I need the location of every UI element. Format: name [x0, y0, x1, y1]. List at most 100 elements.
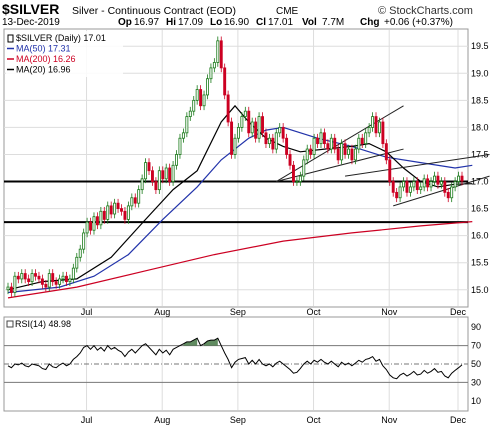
candle-up — [408, 186, 412, 193]
candle-up — [99, 210, 103, 226]
moving-averages — [7, 104, 473, 299]
candle-down — [161, 170, 165, 180]
legend-swatch-price — [7, 34, 14, 43]
price-axis-tick-label: 15.0 — [471, 285, 489, 295]
rsi-axis-tick-label: 50 — [471, 359, 481, 369]
candle-down — [285, 137, 289, 155]
rsi-label-bg — [6, 318, 76, 329]
stockcharts-logo: © StockCharts.com — [378, 5, 473, 17]
candle-up — [250, 121, 254, 134]
candle-down — [120, 208, 123, 212]
candle-down — [388, 159, 392, 182]
candle-down — [54, 281, 58, 285]
instrument-name: Silver - Continuous Contract (EOD) — [72, 5, 236, 17]
candle-down — [40, 278, 44, 285]
legend-entry: MA(50) 17.31 — [16, 44, 71, 54]
rsi-axis-tick-label: 30 — [471, 377, 481, 387]
candle-down — [391, 181, 395, 193]
candle-down — [168, 167, 172, 182]
candle-up — [319, 132, 323, 145]
candle-up — [164, 167, 168, 180]
rsi-label: RSI(14) 48.98 — [15, 319, 71, 329]
candle-down — [254, 121, 258, 139]
ma200-line — [7, 221, 473, 299]
candle-down — [89, 221, 93, 231]
candle-up — [367, 127, 371, 134]
candle-up — [429, 181, 433, 188]
candle-up — [144, 162, 148, 180]
candle-up — [243, 110, 247, 117]
candle-down — [374, 116, 378, 134]
candle-down — [51, 273, 55, 283]
rsi-x-tick-label: Oct — [307, 415, 322, 425]
ma50-line — [7, 126, 473, 294]
candle-down — [309, 148, 313, 155]
legend-entry: MA(200) 16.26 — [16, 54, 76, 64]
legend-entry: $SILVER (Daily) 17.01 — [16, 33, 106, 43]
candle-up — [274, 132, 278, 150]
candle-down — [34, 273, 37, 277]
candle-up — [267, 137, 271, 145]
trend-channel-line — [276, 105, 404, 182]
candle-down — [360, 137, 364, 145]
candle-up — [377, 121, 381, 134]
low-value: 16.90 — [224, 17, 249, 28]
candle-down — [247, 110, 251, 134]
candle-up — [157, 170, 161, 191]
candle-up — [371, 116, 375, 128]
candle-up — [185, 116, 189, 134]
rsi-x-tick-label: Aug — [154, 415, 170, 425]
candle-up — [347, 148, 350, 155]
rsi-axis-tick-label: 10 — [471, 396, 481, 406]
candle-up — [188, 110, 192, 117]
candle-up — [20, 273, 24, 280]
candle-up — [130, 197, 134, 207]
open-label: Op — [118, 17, 132, 28]
candle-down — [223, 67, 227, 96]
candle-up — [240, 116, 244, 128]
candle-up — [75, 256, 79, 269]
candle-down — [65, 275, 68, 283]
candle-down — [415, 181, 419, 191]
rsi-x-tick-label: Jul — [81, 415, 93, 425]
candle-up — [298, 175, 302, 182]
candle-up — [175, 154, 178, 166]
close-value: 17.01 — [268, 17, 293, 28]
candle-up — [178, 137, 182, 155]
candle-up — [419, 186, 423, 191]
volume-value: 7.7M — [322, 17, 344, 28]
candle-down — [426, 178, 430, 188]
price-axis-tick-label: 16.0 — [471, 231, 489, 241]
candle-up — [305, 148, 309, 161]
candle-up — [212, 62, 216, 69]
price-axis-tick-label: 18.5 — [471, 95, 489, 105]
candle-down — [199, 89, 203, 107]
price-x-tick-label: Aug — [154, 307, 170, 317]
candle-up — [78, 248, 82, 258]
candle-up — [47, 273, 51, 288]
candle-down — [154, 181, 158, 191]
candle-down — [288, 154, 292, 166]
volume-label: Vol — [302, 17, 317, 28]
trend-channel-line — [393, 175, 490, 207]
candle-down — [44, 283, 48, 288]
open-value: 16.97 — [134, 17, 159, 28]
exchange-label: CME — [276, 6, 299, 17]
candle-down — [219, 40, 223, 69]
price-axis-tick-label: 18.0 — [471, 122, 489, 132]
candle-down — [350, 148, 354, 161]
candle-down — [381, 121, 385, 145]
candle-up — [433, 175, 436, 182]
candle-down — [133, 197, 137, 204]
candle-down — [230, 121, 234, 155]
close-label: Cl — [256, 17, 266, 28]
price-axis-tick-label: 17.0 — [471, 177, 489, 187]
rsi-legend-swatch — [6, 320, 14, 328]
candle-down — [261, 116, 264, 134]
candle-up — [216, 40, 220, 63]
candle-down — [460, 175, 464, 182]
candle-up — [402, 181, 405, 188]
candle-down — [95, 216, 99, 226]
candle-up — [137, 189, 141, 204]
candle-down — [264, 132, 268, 145]
